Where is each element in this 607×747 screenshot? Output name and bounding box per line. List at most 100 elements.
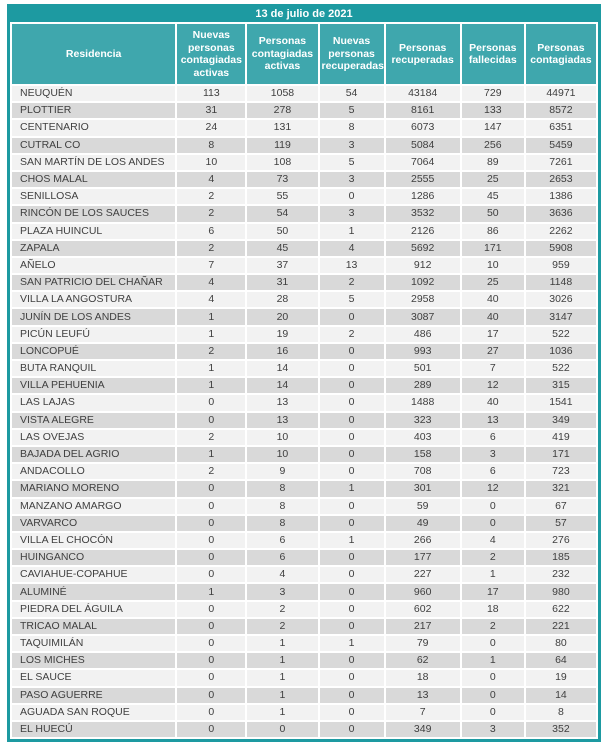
table-row: RINCÓN DE LOS SAUCES 2 54 3 3532 50 3636 [12, 206, 596, 222]
value-cell: 5084 [385, 137, 460, 153]
table-row: VILLA EL CHOCÓN 0 6 1 266 4 276 [12, 532, 596, 549]
value-cell: 62 [385, 653, 460, 669]
residencia-cell: AGUADA SAN ROQUE [12, 704, 176, 720]
table-row: VILLA LA ANGOSTURA 4 28 5 2958 40 3026 [12, 292, 596, 308]
value-cell: 5692 [385, 240, 460, 256]
value-cell: 4 [177, 171, 246, 188]
value-cell: 3147 [525, 309, 596, 325]
value-cell: 1488 [385, 395, 460, 411]
value-cell: 6 [247, 532, 318, 549]
value-cell: 10 [247, 429, 318, 445]
value-cell: 8 [177, 137, 246, 153]
value-cell: 8 [525, 704, 596, 720]
value-cell: 217 [385, 618, 460, 634]
value-cell: 0 [319, 498, 384, 514]
residencia-cell: TAQUIMILÁN [12, 636, 176, 652]
value-cell: 0 [461, 687, 524, 703]
value-cell: 1 [247, 687, 318, 703]
value-cell: 486 [385, 326, 460, 342]
value-cell: 0 [319, 721, 384, 738]
residencia-cell: VILLA EL CHOCÓN [12, 532, 176, 549]
value-cell: 1 [461, 567, 524, 583]
table-row: TRICAO MALAL 0 2 0 217 2 221 [12, 618, 596, 634]
value-cell: 17 [461, 326, 524, 342]
value-cell: 86 [461, 223, 524, 239]
value-cell: 10 [461, 257, 524, 274]
value-cell: 729 [461, 86, 524, 102]
residencia-cell: PICÚN LEUFÚ [12, 326, 176, 342]
value-cell: 1 [177, 378, 246, 394]
value-cell: 2 [177, 464, 246, 480]
value-cell: 13 [319, 257, 384, 274]
value-cell: 27 [461, 343, 524, 359]
value-cell: 1 [319, 481, 384, 497]
column-header-fallecidas: Personas fallecidas [461, 24, 524, 84]
residencia-cell: AÑELO [12, 257, 176, 274]
value-cell: 37 [247, 257, 318, 274]
value-cell: 28 [247, 292, 318, 308]
value-cell: 3532 [385, 206, 460, 222]
column-header-contagiadas-activas: Personas contagiadas activas [247, 24, 318, 84]
table-row: PASO AGUERRE 0 1 0 13 0 14 [12, 687, 596, 703]
value-cell: 3026 [525, 292, 596, 308]
table-row: ZAPALA 2 45 4 5692 171 5908 [12, 240, 596, 256]
value-cell: 55 [247, 189, 318, 205]
residencia-cell: TRICAO MALAL [12, 618, 176, 634]
value-cell: 10 [177, 154, 246, 170]
value-cell: 522 [525, 326, 596, 342]
value-cell: 4 [319, 240, 384, 256]
value-cell: 723 [525, 464, 596, 480]
table-row: CENTENARIO 24 131 8 6073 147 6351 [12, 120, 596, 136]
value-cell: 5 [319, 292, 384, 308]
column-header-nuevas-contagiadas-activas: Nuevas personas contagiadas activas [177, 24, 246, 84]
value-cell: 12 [461, 378, 524, 394]
value-cell: 45 [461, 189, 524, 205]
value-cell: 4 [247, 567, 318, 583]
value-cell: 7064 [385, 154, 460, 170]
residencia-cell: CAVIAHUE-COPAHUE [12, 567, 176, 583]
value-cell: 0 [177, 636, 246, 652]
value-cell: 0 [177, 550, 246, 566]
residencia-cell: LAS OVEJAS [12, 429, 176, 445]
value-cell: 14 [525, 687, 596, 703]
residencia-cell: VARVARCO [12, 515, 176, 531]
value-cell: 0 [319, 343, 384, 359]
value-cell: 20 [247, 309, 318, 325]
value-cell: 67 [525, 498, 596, 514]
value-cell: 0 [461, 498, 524, 514]
residencia-cell: CHOS MALAL [12, 171, 176, 188]
covid-statistics-table: Residencia Nuevas personas contagiadas a… [10, 22, 598, 740]
value-cell: 7 [385, 704, 460, 720]
value-cell: 0 [177, 687, 246, 703]
value-cell: 10 [247, 446, 318, 463]
table-row: SAN MARTÍN DE LOS ANDES 10 108 5 7064 89 7261 [12, 154, 596, 170]
value-cell: 0 [319, 550, 384, 566]
value-cell: 0 [319, 395, 384, 411]
table-row: MARIANO MORENO 0 8 1 301 12 321 [12, 481, 596, 497]
table-header: Residencia Nuevas personas contagiadas a… [12, 24, 596, 84]
value-cell: 0 [461, 704, 524, 720]
table-row: CUTRAL CO 8 119 3 5084 256 5459 [12, 137, 596, 153]
table-row: ANDACOLLO 2 9 0 708 6 723 [12, 464, 596, 480]
value-cell: 602 [385, 601, 460, 617]
value-cell: 349 [385, 721, 460, 738]
table-row: LAS LAJAS 0 13 0 1488 40 1541 [12, 395, 596, 411]
value-cell: 50 [461, 206, 524, 222]
value-cell: 960 [385, 584, 460, 600]
value-cell: 6 [247, 550, 318, 566]
value-cell: 6 [177, 223, 246, 239]
value-cell: 49 [385, 515, 460, 531]
value-cell: 171 [525, 446, 596, 463]
value-cell: 8 [247, 481, 318, 497]
value-cell: 2 [247, 601, 318, 617]
table-body: NEUQUÉN 113 1058 54 43184 729 44971 PLOTTIER 31 2… [12, 86, 596, 738]
value-cell: 25 [461, 171, 524, 188]
value-cell: 2 [177, 206, 246, 222]
value-cell: 980 [525, 584, 596, 600]
value-cell: 0 [319, 361, 384, 377]
table-row: SENILLOSA 2 55 0 1286 45 1386 [12, 189, 596, 205]
value-cell: 40 [461, 309, 524, 325]
value-cell: 0 [461, 670, 524, 686]
value-cell: 12 [461, 481, 524, 497]
